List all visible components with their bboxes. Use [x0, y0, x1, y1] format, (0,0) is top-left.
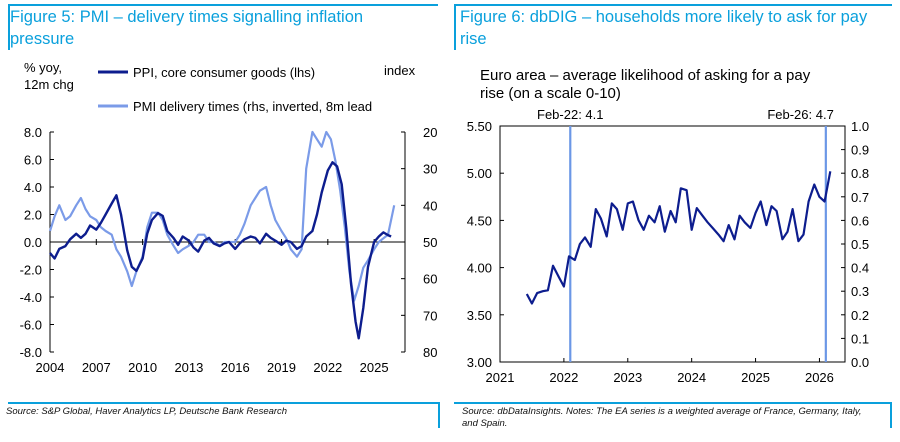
lhs-tick-label: -2.0: [20, 263, 42, 278]
rhs-tick-label: 0.6: [851, 213, 869, 228]
lhs-tick-label: 5.50: [467, 119, 492, 134]
x-tick-label: 2013: [174, 360, 203, 375]
rhs-tick-label: 30: [423, 162, 437, 177]
x-tick-label: 2025: [360, 360, 389, 375]
source-rule-vertical: [438, 404, 440, 428]
x-tick-label: 2010: [128, 360, 157, 375]
lhs-tick-label: -6.0: [20, 318, 42, 333]
figure-title: Figure 5: PMI – delivery times signallin…: [10, 8, 364, 48]
figure-5-panel: Figure 5: PMI – delivery times signallin…: [6, 4, 440, 428]
lhs-tick-label: 6.0: [24, 153, 42, 168]
x-tick-label: 2023: [613, 370, 642, 385]
lhs-tick-label: 4.00: [467, 261, 492, 276]
lhs-tick-label: 3.50: [467, 308, 492, 323]
lhs-unit-label: % yoy,: [24, 60, 62, 75]
x-tick-label: 2024: [677, 370, 706, 385]
x-tick-label: 2026: [805, 370, 834, 385]
legend-label-ppi: PPI, core consumer goods (lhs): [133, 65, 315, 80]
lhs-tick-label: 4.50: [467, 213, 492, 228]
rhs-tick-label: 0.3: [851, 284, 869, 299]
ppi-pmi-chart: % yoy, 12m chg index PPI, core consumer goo…: [20, 60, 438, 375]
chart-title: Euro area – average likelihood of asking…: [480, 67, 811, 84]
x-tick-label: 2022: [313, 360, 342, 375]
lhs-tick-label: 4.0: [24, 180, 42, 195]
lhs-tick-label: 0.0: [24, 235, 42, 250]
rhs-tick-label: 0.9: [851, 143, 869, 158]
pmi-delivery-times-line: [48, 130, 396, 302]
x-tick-label: 2016: [221, 360, 250, 375]
lhs-tick-label: 5.00: [467, 166, 492, 181]
ea-pay-rise-line: [525, 171, 832, 305]
rhs-tick-label: 0.4: [851, 261, 869, 276]
rhs-unit-label: index: [384, 63, 416, 78]
title-rule-vertical: [8, 4, 10, 50]
x-tick-label: 2021: [486, 370, 515, 385]
annotation-label: Feb-22: 4.1: [537, 107, 604, 122]
source-rule: [8, 402, 440, 404]
x-tick-label: 2022: [549, 370, 578, 385]
rhs-tick-label: 50: [423, 235, 437, 250]
source-note: Source: dbDataInsights. Notes: The EA se…: [462, 406, 862, 429]
plot-frame: [499, 125, 846, 363]
rhs-tick-label: 0.7: [851, 190, 869, 205]
rhs-tick-label: 0.5: [851, 237, 869, 252]
x-tick-label: 2004: [36, 360, 65, 375]
lhs-tick-label: -4.0: [20, 290, 42, 305]
rhs-tick-label: 40: [423, 198, 437, 213]
rhs-tick-label: 80: [423, 345, 437, 360]
source-note: Source: S&P Global, Haver Analytics LP, …: [6, 406, 288, 417]
lhs-tick-label: 3.00: [467, 355, 492, 370]
x-tick-label: 2025: [741, 370, 770, 385]
figure-title: Figure 6: dbDIG – households more likely…: [460, 8, 868, 48]
source-rule-vertical: [890, 404, 892, 428]
lhs-unit-label: 12m chg: [24, 77, 74, 92]
rhs-tick-label: 1.0: [851, 119, 869, 134]
source-rule: [454, 402, 892, 404]
pay-rise-chart: Euro area – average likelihood of asking…: [467, 67, 869, 385]
title-rule-vertical: [454, 4, 456, 50]
rhs-tick-label: 0.1: [851, 331, 869, 346]
ppi-core-goods-line: [49, 161, 392, 340]
rhs-tick-label: 0.2: [851, 308, 869, 323]
legend-label-pmi: PMI delivery times (rhs, inverted, 8m le…: [133, 99, 372, 114]
x-tick-label: 2019: [267, 360, 296, 375]
lhs-tick-label: 2.0: [24, 208, 42, 223]
x-tick-label: 2007: [82, 360, 111, 375]
rhs-tick-label: 70: [423, 308, 437, 323]
annotation-label: Feb-26: 4.7: [767, 107, 834, 122]
chart-title: rise (on a scale 0-10): [480, 85, 621, 102]
lhs-tick-label: 8.0: [24, 125, 42, 140]
lhs-tick-label: -8.0: [20, 345, 42, 360]
rhs-tick-label: 0.0: [851, 355, 869, 370]
title-rule: [454, 4, 892, 6]
title-rule: [8, 4, 438, 6]
rhs-tick-label: 20: [423, 125, 437, 140]
figure-6-panel: Figure 6: dbDIG – households more likely…: [452, 0, 900, 442]
rhs-tick-label: 0.8: [851, 166, 869, 181]
rhs-tick-label: 60: [423, 272, 437, 287]
